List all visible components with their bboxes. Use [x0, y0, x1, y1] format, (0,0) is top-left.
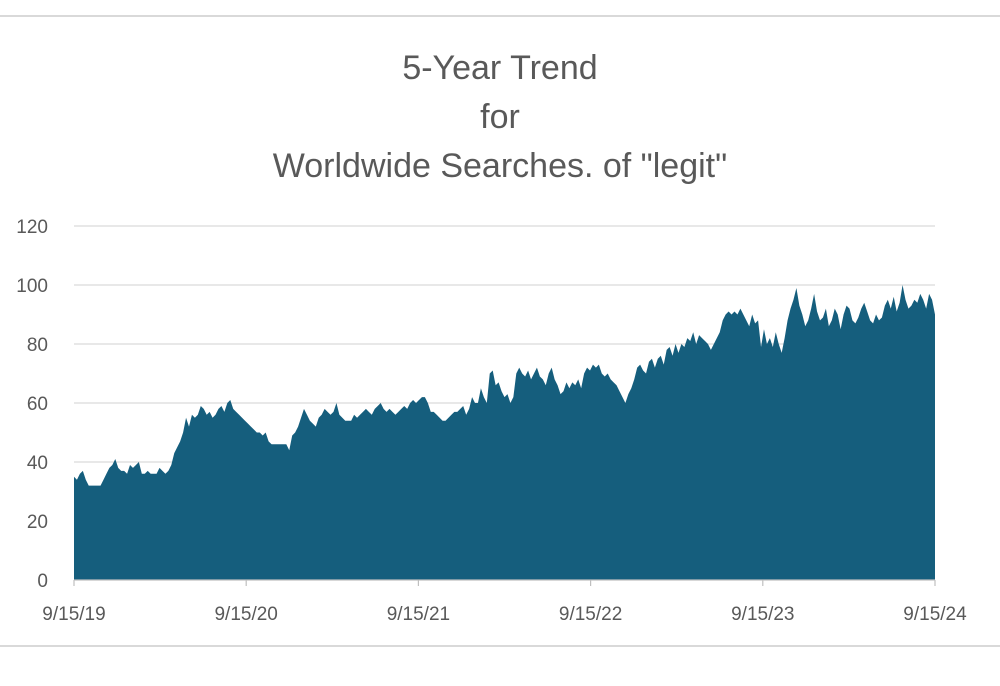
y-tick-label: 0	[37, 571, 48, 592]
y-tick-label: 120	[16, 217, 48, 238]
y-tick-label: 100	[16, 276, 48, 297]
chart-title-line-2: for	[480, 98, 520, 136]
y-tick-label: 80	[27, 335, 48, 356]
x-tick-label: 9/15/21	[387, 604, 450, 625]
y-tick-label: 40	[27, 453, 48, 474]
chart-title-line-1: 5-Year Trend	[402, 49, 598, 87]
bottom-border-line	[0, 645, 1000, 647]
y-axis-ticks: 0 20 40 60 80 100 120	[16, 217, 48, 592]
x-tick-label: 9/15/19	[42, 604, 105, 625]
y-tick-label: 20	[27, 512, 48, 533]
area-series-layer	[74, 285, 935, 580]
x-tick-label: 9/15/24	[903, 604, 967, 625]
x-tick-label: 9/15/20	[214, 604, 277, 625]
chart-title: 5-Year Trend for Worldwide Searches. of …	[0, 44, 1000, 191]
x-axis: 9/15/19 9/15/20 9/15/21 9/15/22 9/15/23 9/15/…	[42, 579, 967, 625]
top-border-line	[0, 15, 1000, 17]
y-tick-label: 60	[27, 394, 48, 415]
chart-title-line-3: Worldwide Searches. of "legit"	[272, 147, 728, 185]
area-series-search-interest	[74, 285, 935, 580]
x-tick-label: 9/15/22	[559, 604, 622, 625]
x-tick-label: 9/15/23	[731, 604, 794, 625]
